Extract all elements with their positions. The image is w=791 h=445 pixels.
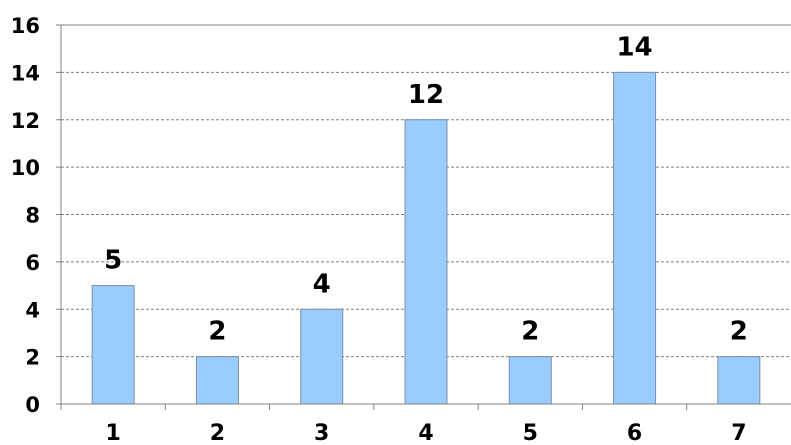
- y-tick-label-10: 10: [11, 156, 40, 180]
- x-tick-label-5: 5: [523, 421, 538, 445]
- y-tick-label-12: 12: [11, 109, 40, 133]
- y-tick-label-2: 2: [25, 346, 40, 370]
- data-label-2: 2: [208, 317, 226, 347]
- x-tick-label-7: 7: [731, 421, 746, 445]
- bar-3: [300, 308, 344, 405]
- x-tick-label-6: 6: [627, 421, 642, 445]
- data-label-6: 14: [616, 32, 652, 62]
- bar-7: [717, 356, 761, 405]
- x-tick-label-2: 2: [210, 421, 225, 445]
- bar-6: [613, 71, 657, 405]
- y-tick-label-6: 6: [25, 251, 40, 275]
- data-label-5: 2: [521, 317, 539, 347]
- y-tick-label-0: 0: [25, 393, 40, 417]
- bar-5: [508, 356, 552, 405]
- bar-4: [404, 119, 448, 405]
- bar-2: [195, 356, 239, 405]
- data-label-4: 12: [408, 80, 444, 110]
- bar-1: [91, 285, 135, 405]
- x-tick-label-4: 4: [418, 421, 433, 445]
- data-label-7: 2: [730, 317, 748, 347]
- y-axis-tick-labels: 0 2 4 6 8 10 12 14 16: [11, 14, 40, 417]
- y-tick-label-4: 4: [25, 298, 40, 322]
- x-axis-tick-labels: 1 2 3 4 5 6 7: [105, 421, 746, 445]
- data-label-1: 5: [104, 246, 122, 276]
- x-tick-label-1: 1: [105, 421, 120, 445]
- bars: [91, 71, 761, 405]
- y-tick-label-8: 8: [25, 204, 40, 228]
- y-tick-label-16: 16: [11, 14, 40, 38]
- y-tick-label-14: 14: [11, 61, 40, 85]
- data-label-3: 4: [313, 269, 331, 299]
- x-tick-label-3: 3: [314, 421, 329, 445]
- axes: [56, 24, 791, 410]
- data-labels: 5 2 4 12 2 14 2: [104, 32, 748, 346]
